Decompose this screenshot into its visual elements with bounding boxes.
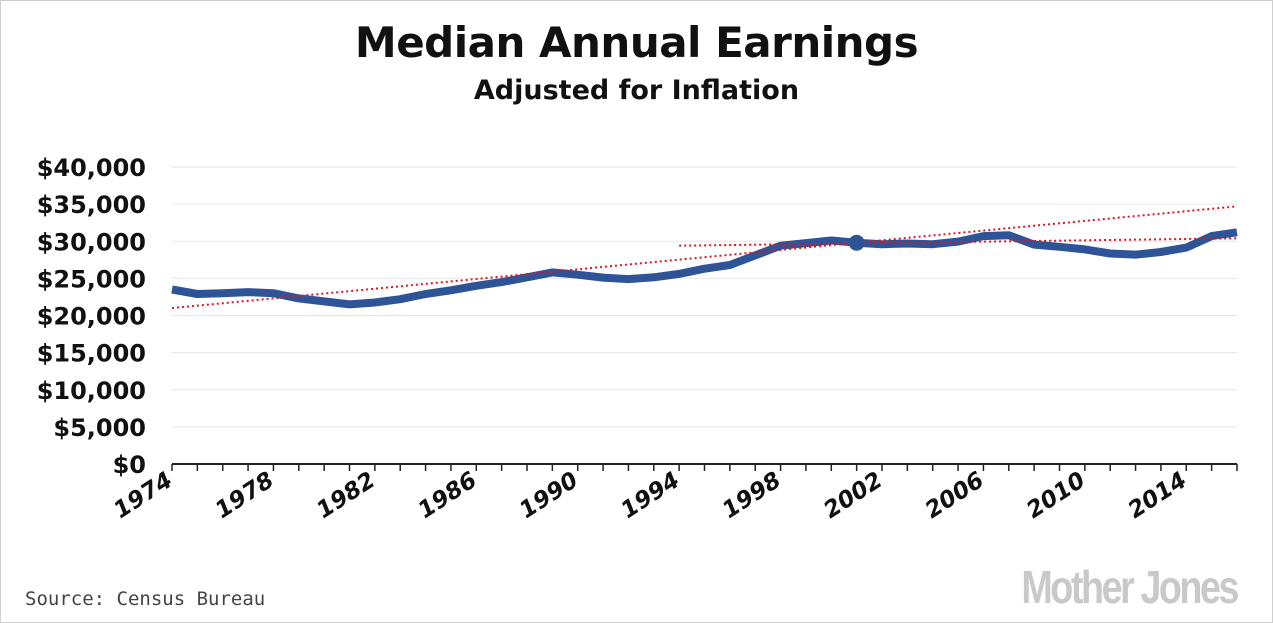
highlight-point	[848, 234, 865, 251]
x-tick-label: 1998	[718, 467, 786, 524]
x-tick-label: 1982	[312, 467, 380, 524]
y-tick-label: $25,000	[37, 265, 146, 293]
source-note: Source: Census Bureau	[25, 588, 266, 610]
trendline	[171, 205, 1238, 310]
chart-subtitle: Adjusted for Inflation	[473, 75, 800, 106]
x-tick-label: 1990	[515, 467, 583, 524]
y-tick-label: $35,000	[37, 191, 146, 219]
x-tick-label: 1994	[617, 467, 685, 524]
y-tick-label: $5,000	[53, 414, 146, 442]
y-tick-label: $20,000	[37, 303, 146, 331]
y-tick-label: $15,000	[37, 340, 146, 368]
publisher-logo: Mother Jones	[1021, 561, 1239, 613]
y-tick-label: $30,000	[37, 228, 146, 256]
chart-title: Median Annual Earnings	[354, 18, 919, 67]
y-tick-label: $40,000	[37, 154, 146, 182]
y-tick-label: $10,000	[37, 377, 146, 405]
x-tick-label: 1986	[414, 467, 482, 524]
x-tick-label: 2002	[819, 467, 887, 524]
x-tick-label: 2014	[1124, 467, 1192, 524]
x-tick-label: 2006	[921, 467, 989, 524]
x-tick-label: 1978	[211, 467, 279, 524]
y-tick-label: $0	[113, 451, 146, 479]
series-line	[171, 228, 1238, 309]
x-tick-label: 2010	[1022, 467, 1090, 524]
